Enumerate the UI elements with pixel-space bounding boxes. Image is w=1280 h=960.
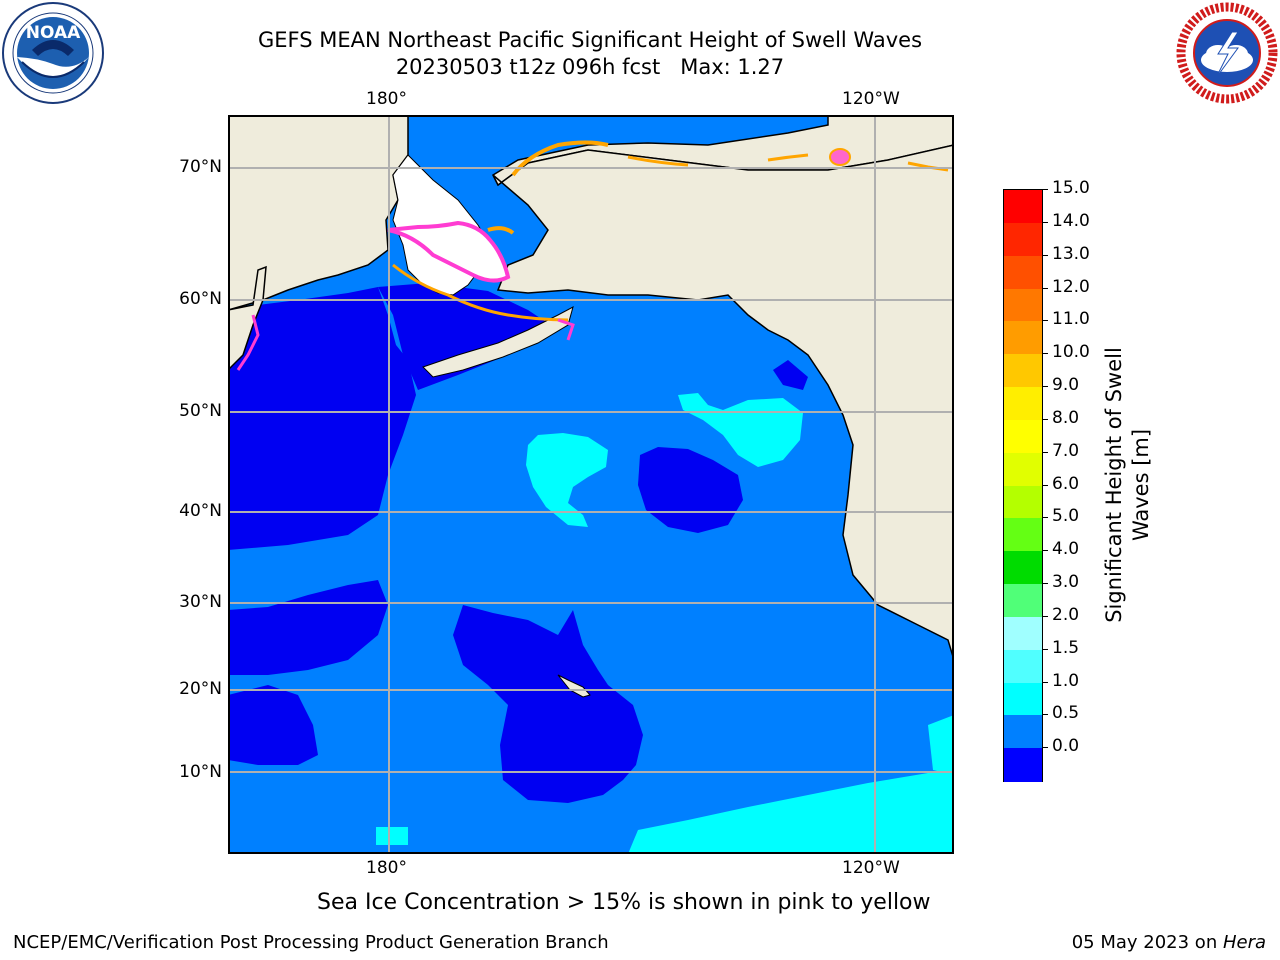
colorbar-tick-mark (1042, 418, 1048, 420)
colorbar-tick-label: 1.5 (1052, 637, 1080, 658)
colorbar-tick-mark (1042, 287, 1048, 289)
lat-label-30n: 30°N (179, 592, 222, 612)
lat-label-60n: 60°N (179, 289, 222, 309)
lon-label-bottom-120w: 120°W (842, 858, 900, 878)
colorbar-segment (1004, 255, 1042, 290)
colorbar-segment (1004, 321, 1042, 355)
colorbar-tick-label: 9.0 (1052, 375, 1080, 395)
lat-label-40n: 40°N (179, 501, 222, 521)
lat-label-20n: 20°N (179, 679, 222, 699)
low-swell-hawaii (453, 605, 643, 803)
mid-swell-patch (376, 827, 408, 845)
footer-date: 05 May 2023 on Hera (1072, 932, 1266, 953)
footer-credit: NCEP/EMC/Verification Post Processing Pr… (13, 932, 609, 953)
colorbar-tick-mark (1042, 583, 1048, 584)
footer-date-prefix: 05 May 2023 on (1071, 932, 1223, 953)
land-alaska-body (492, 115, 955, 661)
land-aleutians (422, 306, 574, 378)
sea-ice (236, 140, 949, 371)
low-swell-gulf-alaska (773, 360, 808, 390)
colorbar-tick-label: 6.0 (1052, 473, 1080, 494)
colorbar-tick-label: 13.0 (1052, 243, 1090, 264)
colorbar-segment (1004, 748, 1042, 782)
colorbar-tick-mark (1042, 517, 1048, 519)
colorbar-tick-mark (1042, 320, 1048, 322)
lat-label-50n: 50°N (179, 401, 222, 421)
low-swell-southwest (228, 685, 318, 765)
nws-logo (1176, 2, 1278, 104)
colorbar-tick-label: 2.0 (1052, 604, 1080, 625)
colorbar-tick-label: 7.0 (1052, 440, 1080, 461)
colorbar-tick-label: 0.0 (1052, 736, 1080, 757)
map-gridlines (228, 115, 954, 854)
footer-machine: Hera (1222, 932, 1266, 953)
lat-label-10n: 10°N (179, 762, 222, 782)
colorbar-tick-mark (1042, 189, 1048, 190)
lat-label-70n: 70°N (179, 157, 222, 177)
colorbar-tick-mark (1042, 747, 1048, 749)
mid-swell-southeast-edge (928, 715, 954, 775)
colorbar-segment (1004, 452, 1042, 487)
colorbar-tick-mark (1042, 714, 1048, 716)
colorbar-segment (1004, 288, 1042, 322)
colorbar-tick-label: 12.0 (1052, 276, 1090, 297)
colorbar-segment (1004, 616, 1042, 651)
colorbar-tick-mark (1042, 386, 1048, 387)
colorbar-segment (1004, 682, 1042, 716)
colorbar-tick-label: 8.0 (1052, 407, 1080, 428)
colorbar-segment (1004, 485, 1042, 519)
noaa-logo-text: NOAA (26, 23, 81, 43)
colorbar-segment (1004, 387, 1042, 421)
noaa-logo: NOAA (2, 2, 104, 104)
colorbar-label-line1: Significant Height of Swell (1102, 347, 1126, 623)
colorbar-segment (1004, 190, 1042, 224)
colorbar-tick-mark (1042, 451, 1048, 453)
colorbar-tick-label: 0.5 (1052, 703, 1080, 724)
colorbar-segment (1004, 715, 1042, 749)
colorbar-tick-label: 14.0 (1052, 210, 1090, 231)
mid-swell-center (526, 433, 608, 527)
chart-subtitle: 20230503 t12z 096h fcst Max: 1.27 (395, 55, 785, 79)
colorbar-tick-label: 5.0 (1052, 506, 1080, 527)
colorbar-tick-label: 3.0 (1052, 572, 1080, 592)
lon-label-bottom-180: 180° (366, 858, 407, 878)
colorbar-segment (1004, 222, 1042, 257)
colorbar-tick-mark (1042, 221, 1048, 223)
colorbar-tick-mark (1042, 550, 1048, 552)
colorbar-label-line2: Waves [m] (1129, 428, 1153, 542)
colorbar-segment (1004, 354, 1042, 388)
low-swell-northwest (228, 287, 416, 550)
colorbar-segment (1004, 419, 1042, 454)
lon-label-top-180: 180° (366, 89, 407, 109)
colorbar-tick-mark (1042, 615, 1048, 617)
colorbar-tick-label: 4.0 (1052, 539, 1080, 560)
low-swell-bering (378, 283, 558, 390)
colorbar-tick-mark (1042, 353, 1048, 355)
colorbar-tick-label: 1.0 (1052, 670, 1080, 691)
colorbar-segment (1004, 518, 1042, 552)
mid-swell-southeast (628, 767, 954, 854)
colorbar-segment (1004, 649, 1042, 684)
map-frame (228, 115, 954, 854)
colorbar-tick-label: 10.0 (1052, 342, 1090, 363)
colorbar-tick-mark (1042, 648, 1048, 650)
colorbar-tick-label: 15.0 (1052, 178, 1090, 198)
colorbar-tick-mark (1042, 681, 1048, 683)
colorbar-tick-label: 11.0 (1052, 309, 1090, 330)
colorbar-segment (1004, 584, 1042, 618)
colorbar-segment (1004, 551, 1042, 585)
lon-label-top-120w: 120°W (842, 89, 900, 109)
swell-height-map (227, 114, 955, 854)
colorbar (1003, 189, 1043, 782)
colorbar-tick-mark (1042, 484, 1048, 486)
sea-ice-note: Sea Ice Concentration > 15% is shown in … (317, 890, 931, 915)
chart-title: GEFS MEAN Northeast Pacific Significant … (257, 28, 923, 52)
colorbar-tick-mark (1042, 254, 1048, 256)
